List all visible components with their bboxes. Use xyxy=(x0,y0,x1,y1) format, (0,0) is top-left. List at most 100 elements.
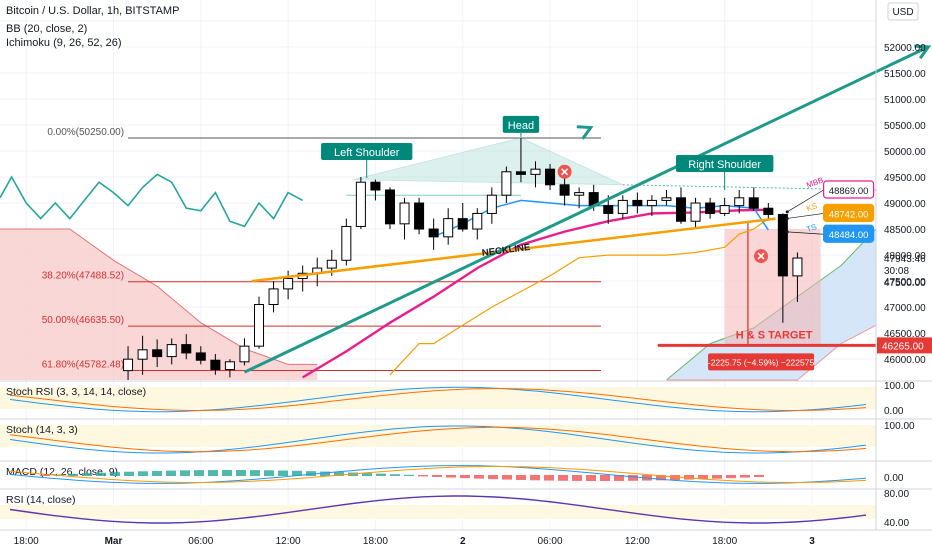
ichimoku-indicator-label[interactable]: Ichimoku (9, 26, 52, 26) xyxy=(6,37,122,49)
price-tick: 47000.00 xyxy=(884,303,926,314)
tag-dot xyxy=(785,216,789,220)
candle-body xyxy=(283,277,294,290)
cancel-icon-x xyxy=(757,252,765,260)
candle-body xyxy=(559,184,570,196)
currency-button[interactable]: USD xyxy=(887,2,919,21)
macd-bar xyxy=(628,475,638,481)
macd-bar xyxy=(250,470,260,476)
macd-bar xyxy=(208,470,218,476)
tag-leader xyxy=(787,189,824,213)
price-tick: 49500.00 xyxy=(884,173,926,184)
macd-bar xyxy=(362,473,372,476)
candle-body xyxy=(675,197,687,222)
candle-body xyxy=(239,345,250,363)
time-tick: 18:00 xyxy=(363,536,388,547)
right-shoulder-label: Right Shoulder xyxy=(675,154,774,190)
axis-price-tag: 47943.46 xyxy=(884,254,926,265)
candle-body xyxy=(384,189,395,225)
time-axis[interactable]: 18:00 Mar 06:00 12:00 18:00 2 06:00 12:00 18:00 3 xyxy=(0,529,932,547)
target-axis-text: 46265.00 xyxy=(882,341,924,352)
macd-bar xyxy=(222,470,232,476)
stoch-band xyxy=(0,425,876,447)
price-tick: 49000.00 xyxy=(884,199,926,210)
price-tick: 52000.00 xyxy=(884,43,926,54)
price-tick: 50000.00 xyxy=(884,147,926,158)
right-shoulder-label-text: Right Shoulder xyxy=(688,159,761,171)
left-shoulder-label-text: Left Shoulder xyxy=(334,147,400,159)
time-tick: 12:00 xyxy=(625,536,650,547)
macd-bar xyxy=(600,475,610,481)
macd-bar xyxy=(306,471,316,476)
macd-bar xyxy=(684,475,694,480)
tag-leader xyxy=(787,231,824,235)
indicator-name: Stoch RSI (3, 3, 14, 14, close) xyxy=(6,386,146,398)
macd-bar xyxy=(390,474,400,476)
pane-tick: 0.00 xyxy=(884,406,904,417)
macd-bar xyxy=(726,475,736,479)
candle-body xyxy=(705,202,716,214)
macd-bar xyxy=(194,470,204,476)
macd-bar xyxy=(404,474,414,476)
candle-body xyxy=(501,171,512,196)
candle-body xyxy=(734,197,745,207)
trend-arrowhead-mid xyxy=(576,125,594,140)
rsi-line xyxy=(9,495,867,524)
symbol-title: Bitcoin / U.S. Dollar, 1h, BITSTAMP xyxy=(6,5,179,17)
candle-body xyxy=(254,304,265,347)
macd-bar xyxy=(320,471,330,476)
candle-body xyxy=(443,218,454,238)
tag-text: 48484.00 xyxy=(829,230,869,241)
candle-body xyxy=(210,359,221,371)
macd-bar xyxy=(334,472,344,476)
candle-body xyxy=(152,349,163,358)
indicator-panes: Stoch RSI (3, 3, 14, 14, close) 100.00 0.0… xyxy=(0,380,932,529)
candle-body xyxy=(428,228,439,238)
pane-tick: 100.00 xyxy=(884,381,915,392)
macd-bar xyxy=(670,475,680,480)
candle-body xyxy=(603,205,614,214)
fib-retracement: 0.00%(50250.00) 38.20%(47488.52) 50.00%(46… xyxy=(42,127,601,372)
candle-body xyxy=(646,199,657,207)
target-axis-box xyxy=(877,337,932,354)
price-tick: 48000.00 xyxy=(884,251,926,262)
left-shoulder-label: Left Shoulder xyxy=(321,143,413,179)
bb-basis-line xyxy=(302,208,769,379)
macd-bar xyxy=(740,475,750,478)
macd-bar xyxy=(278,470,288,476)
candle-body xyxy=(690,202,701,222)
time-tick: 3 xyxy=(809,536,815,547)
macd-bar xyxy=(418,475,428,477)
macd-bar xyxy=(586,475,596,481)
macd-bar xyxy=(110,472,120,476)
price-tick: 46000.00 xyxy=(884,355,926,366)
macd-bar xyxy=(488,475,498,480)
k-line xyxy=(9,425,867,454)
candle-body xyxy=(224,361,235,371)
tag-box xyxy=(823,203,875,223)
left-shoulder-label-box xyxy=(321,143,413,160)
price-axis[interactable]: 46000.00 46500.00 47000.00 47500.00 48000.00… xyxy=(875,0,932,530)
tag-dot xyxy=(785,230,789,234)
tag-box xyxy=(823,180,875,199)
stochrsi-band xyxy=(0,387,876,409)
macd-bar xyxy=(152,470,162,476)
price-tick: 47500.00 xyxy=(884,277,926,288)
measure-text: -2225.75 (−4.59%) −222575 xyxy=(708,357,815,367)
bb-indicator-label[interactable]: BB (20, close, 2) xyxy=(6,23,87,35)
macd-bar xyxy=(124,471,134,476)
tag-name: TS xyxy=(805,222,818,234)
macd-bar xyxy=(516,475,526,480)
neckline xyxy=(251,217,776,283)
candle-body xyxy=(792,257,803,277)
trend-arrow xyxy=(243,45,930,374)
macd-bar xyxy=(376,473,386,476)
macd-bar xyxy=(544,475,554,481)
pane-tick: 100.00 xyxy=(884,421,915,432)
time-tick: 18:00 xyxy=(712,536,737,547)
macd-bar xyxy=(698,475,708,480)
price-tick: 51000.00 xyxy=(884,95,926,106)
fib-label: 38.20%(47488.52) xyxy=(42,271,124,282)
macd-bar xyxy=(712,475,722,479)
macd-bar xyxy=(166,470,176,476)
